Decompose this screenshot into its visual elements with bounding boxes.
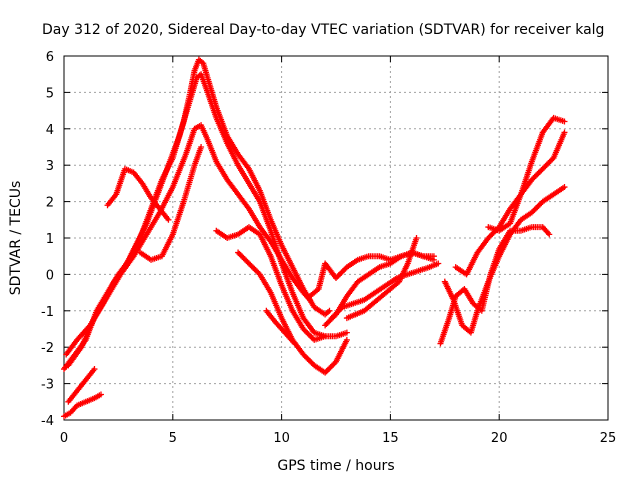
series-track-4 <box>61 391 104 420</box>
plus-markers <box>65 122 313 369</box>
y-tick-label: 0 <box>46 268 54 283</box>
plus-markers <box>485 114 568 234</box>
series-track-3 <box>65 122 313 369</box>
x-tick-label: 10 <box>273 431 290 446</box>
x-tick-label: 15 <box>382 431 399 446</box>
x-tick-label: 5 <box>169 431 177 446</box>
y-tick-label: -1 <box>41 305 54 320</box>
y-tick-label: 4 <box>46 123 54 138</box>
y-tick-label: 6 <box>46 50 54 65</box>
series-track-5 <box>65 366 98 405</box>
y-axis-label: SDTVAR / TECUs <box>8 181 24 296</box>
x-tick-label: 25 <box>600 431 617 446</box>
series-track-18 <box>485 114 568 234</box>
series-track-10 <box>263 307 298 347</box>
y-tick-label: 5 <box>46 86 54 101</box>
plus-markers <box>343 235 420 322</box>
y-tick-label: -2 <box>41 341 54 356</box>
y-tick-label: -4 <box>41 414 54 429</box>
chart-title: Day 312 of 2020, Sidereal Day-to-day VTE… <box>42 22 604 38</box>
y-tick-label: -3 <box>41 378 54 393</box>
x-tick-label: 0 <box>60 431 68 446</box>
y-tick-label: 1 <box>46 232 54 247</box>
plus-markers <box>137 144 205 263</box>
x-axis-label: GPS time / hours <box>277 458 394 474</box>
x-axis-ticks: 0 5 10 15 20 25 <box>60 56 616 446</box>
series-track-7 <box>137 144 205 263</box>
y-axis-ticks: -4 -3 -2 -1 0 1 2 3 4 5 6 <box>41 50 608 429</box>
series-track-8 <box>213 224 350 343</box>
y-tick-label: 2 <box>46 196 54 211</box>
plus-markers <box>441 184 568 336</box>
series-track-14 <box>343 235 420 322</box>
series-track-16 <box>441 184 568 336</box>
plus-markers <box>213 224 350 343</box>
plus-markers <box>104 165 172 223</box>
plus-markers <box>61 391 104 420</box>
y-tick-label: 3 <box>46 159 54 174</box>
x-tick-label: 20 <box>491 431 508 446</box>
plus-markers <box>65 366 98 405</box>
data-markers <box>61 56 568 420</box>
series-track-6 <box>104 165 172 223</box>
plus-markers <box>263 307 298 347</box>
